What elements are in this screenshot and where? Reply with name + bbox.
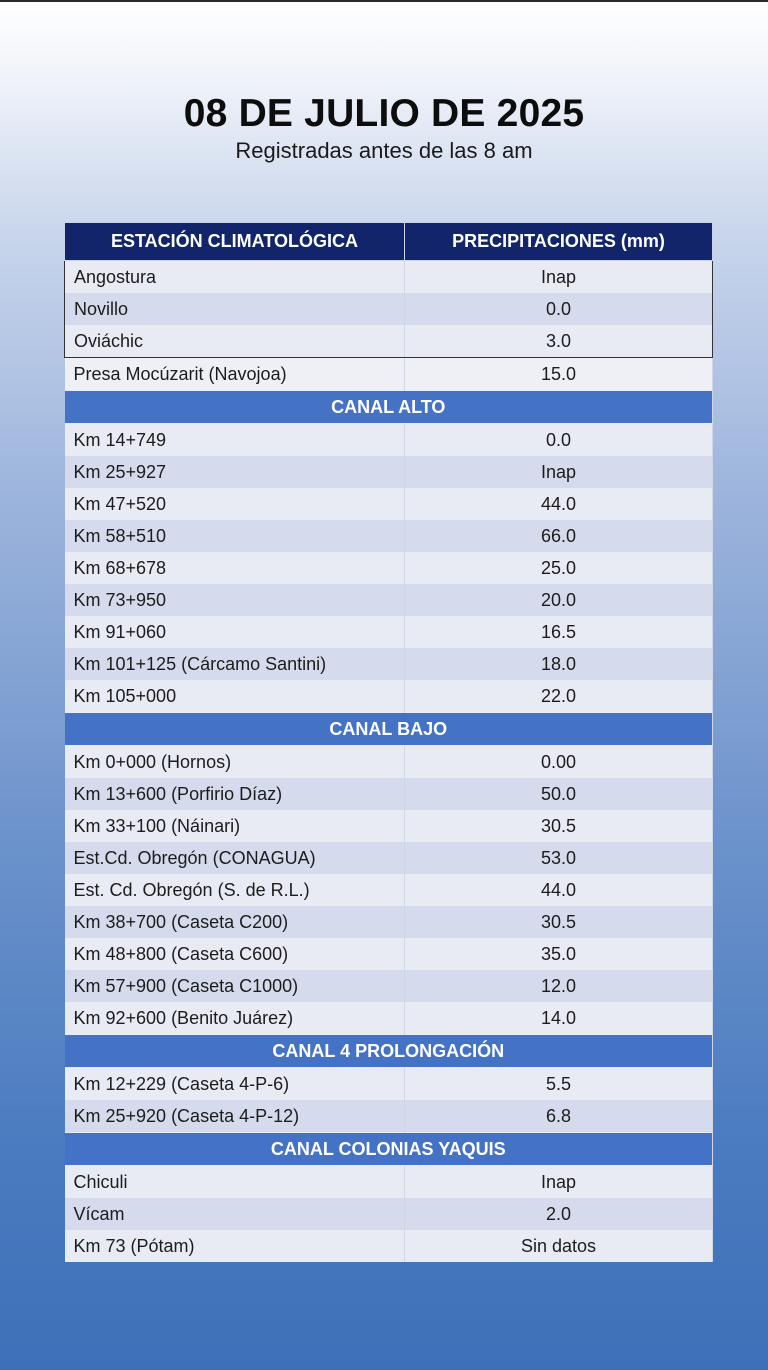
table-row: Angostura Inap	[64, 260, 713, 293]
precipitation-value-cell: Inap	[404, 456, 713, 488]
page-subtitle: Registradas antes de las 8 am	[235, 138, 533, 163]
precipitation-value-cell: 3.0	[404, 325, 713, 358]
station-name-cell: Km 14+749	[64, 423, 405, 456]
station-name-cell: Km 105+000	[64, 680, 405, 713]
station-name-cell: Km 25+927	[64, 456, 405, 488]
station-name-cell: Oviáchic	[64, 325, 405, 358]
section-header-row: CANAL COLONIAS YAQUIS	[64, 1132, 713, 1166]
table-row: Km 73 (Pótam) Sin datos	[64, 1230, 713, 1262]
table-row: Km 58+510 66.0	[64, 520, 713, 552]
precipitation-value-cell: 25.0	[404, 552, 713, 584]
section-title: CANAL BAJO	[64, 712, 713, 746]
top-border	[0, 0, 768, 2]
station-name-cell: Km 57+900 (Caseta C1000)	[64, 970, 405, 1002]
station-name-cell: Est. Cd. Obregón (S. de R.L.)	[64, 874, 405, 906]
precipitation-value-cell: 35.0	[404, 938, 713, 970]
station-name-cell: Km 92+600 (Benito Juárez)	[64, 1002, 405, 1035]
table-row: Km 101+125 (Cárcamo Santini) 18.0	[64, 648, 713, 680]
table-row: Vícam 2.0	[64, 1198, 713, 1230]
table-row: Km 91+060 16.5	[64, 616, 713, 648]
station-name-cell: Km 68+678	[64, 552, 405, 584]
precipitation-value-cell: 22.0	[404, 680, 713, 713]
precipitation-value-cell: 30.5	[404, 906, 713, 938]
table-row: Km 33+100 (Náinari) 30.5	[64, 810, 713, 842]
table-row: Km 25+920 (Caseta 4-P-12) 6.8	[64, 1100, 713, 1133]
station-name-cell: Km 38+700 (Caseta C200)	[64, 906, 405, 938]
station-name-cell: Km 58+510	[64, 520, 405, 552]
table-row: Chiculi Inap	[64, 1165, 713, 1198]
precipitation-value-cell: 15.0	[404, 357, 713, 391]
table-row: Km 13+600 (Porfirio Díaz) 50.0	[64, 778, 713, 810]
station-name-cell: Km 101+125 (Cárcamo Santini)	[64, 648, 405, 680]
table-header-row: ESTACIÓN CLIMATOLÓGICA PRECIPITACIONES (…	[64, 222, 713, 261]
precipitation-value-cell: 66.0	[404, 520, 713, 552]
precipitation-value-cell: 53.0	[404, 842, 713, 874]
section-title: CANAL ALTO	[64, 390, 713, 424]
table-row: Km 48+800 (Caseta C600) 35.0	[64, 938, 713, 970]
precipitation-value-cell: 18.0	[404, 648, 713, 680]
table-row: Km 73+950 20.0	[64, 584, 713, 616]
precipitation-value-cell: 12.0	[404, 970, 713, 1002]
precipitation-value-cell: 14.0	[404, 1002, 713, 1035]
station-name-cell: Km 48+800 (Caseta C600)	[64, 938, 405, 970]
section-title: CANAL COLONIAS YAQUIS	[64, 1132, 713, 1166]
section-title: CANAL 4 PROLONGACIÓN	[64, 1034, 713, 1068]
precipitation-table: ESTACIÓN CLIMATOLÓGICA PRECIPITACIONES (…	[64, 222, 713, 1262]
table-row: Est. Cd. Obregón (S. de R.L.) 44.0	[64, 874, 713, 906]
table-row: Km 47+520 44.0	[64, 488, 713, 520]
station-name-cell: Km 91+060	[64, 616, 405, 648]
table-row: Oviáchic 3.0	[64, 325, 713, 358]
precipitation-value-cell: Inap	[404, 260, 713, 293]
station-name-cell: Novillo	[64, 293, 405, 325]
table-row: Est.Cd. Obregón (CONAGUA) 53.0	[64, 842, 713, 874]
table-row: Km 25+927 Inap	[64, 456, 713, 488]
precipitation-value-cell: 2.0	[404, 1198, 713, 1230]
table-row: Km 105+000 22.0	[64, 680, 713, 713]
precipitation-value-cell: 50.0	[404, 778, 713, 810]
table-row: Presa Mocúzarit (Navojoa) 15.0	[64, 357, 713, 391]
table-row: Km 68+678 25.0	[64, 552, 713, 584]
column-header-station: ESTACIÓN CLIMATOLÓGICA	[64, 222, 405, 261]
precipitation-value-cell: 44.0	[404, 488, 713, 520]
station-name-cell: Km 73+950	[64, 584, 405, 616]
precipitation-value-cell: 20.0	[404, 584, 713, 616]
section-header-row: CANAL 4 PROLONGACIÓN	[64, 1034, 713, 1068]
precipitation-value-cell: Sin datos	[404, 1230, 713, 1262]
precipitation-value-cell: 0.0	[404, 293, 713, 325]
station-name-cell: Angostura	[64, 260, 405, 293]
section-header-row: CANAL BAJO	[64, 712, 713, 746]
station-name-cell: Km 0+000 (Hornos)	[64, 745, 405, 778]
precipitation-value-cell: 44.0	[404, 874, 713, 906]
station-name-cell: Km 47+520	[64, 488, 405, 520]
table-row: Km 38+700 (Caseta C200) 30.5	[64, 906, 713, 938]
page-title: 08 DE JULIO DE 2025	[183, 92, 585, 135]
precipitation-value-cell: Inap	[404, 1165, 713, 1198]
station-name-cell: Est.Cd. Obregón (CONAGUA)	[64, 842, 405, 874]
table-row: Km 12+229 (Caseta 4-P-6) 5.5	[64, 1067, 713, 1100]
column-header-precipitation: PRECIPITACIONES (mm)	[404, 222, 713, 261]
precipitation-value-cell: 0.0	[404, 423, 713, 456]
section-header-row: CANAL ALTO	[64, 390, 713, 424]
table-row: Km 14+749 0.0	[64, 423, 713, 456]
station-name-cell: Presa Mocúzarit (Navojoa)	[64, 357, 405, 391]
station-name-cell: Km 25+920 (Caseta 4-P-12)	[64, 1100, 405, 1133]
station-name-cell: Chiculi	[64, 1165, 405, 1198]
table-row: Km 92+600 (Benito Juárez) 14.0	[64, 1002, 713, 1035]
station-name-cell: Km 12+229 (Caseta 4-P-6)	[64, 1067, 405, 1100]
table-row: Km 0+000 (Hornos) 0.00	[64, 745, 713, 778]
station-name-cell: Km 33+100 (Náinari)	[64, 810, 405, 842]
precipitation-value-cell: 5.5	[404, 1067, 713, 1100]
precipitation-value-cell: 0.00	[404, 745, 713, 778]
precipitation-value-cell: 16.5	[404, 616, 713, 648]
table-row: Km 57+900 (Caseta C1000) 12.0	[64, 970, 713, 1002]
precipitation-value-cell: 6.8	[404, 1100, 713, 1133]
table-body: Angostura Inap Novillo 0.0 Oviáchic 3.0 Presa …	[64, 260, 713, 1262]
station-name-cell: Km 73 (Pótam)	[64, 1230, 405, 1262]
station-name-cell: Km 13+600 (Porfirio Díaz)	[64, 778, 405, 810]
station-name-cell: Vícam	[64, 1198, 405, 1230]
precipitation-value-cell: 30.5	[404, 810, 713, 842]
table-row: Novillo 0.0	[64, 293, 713, 325]
